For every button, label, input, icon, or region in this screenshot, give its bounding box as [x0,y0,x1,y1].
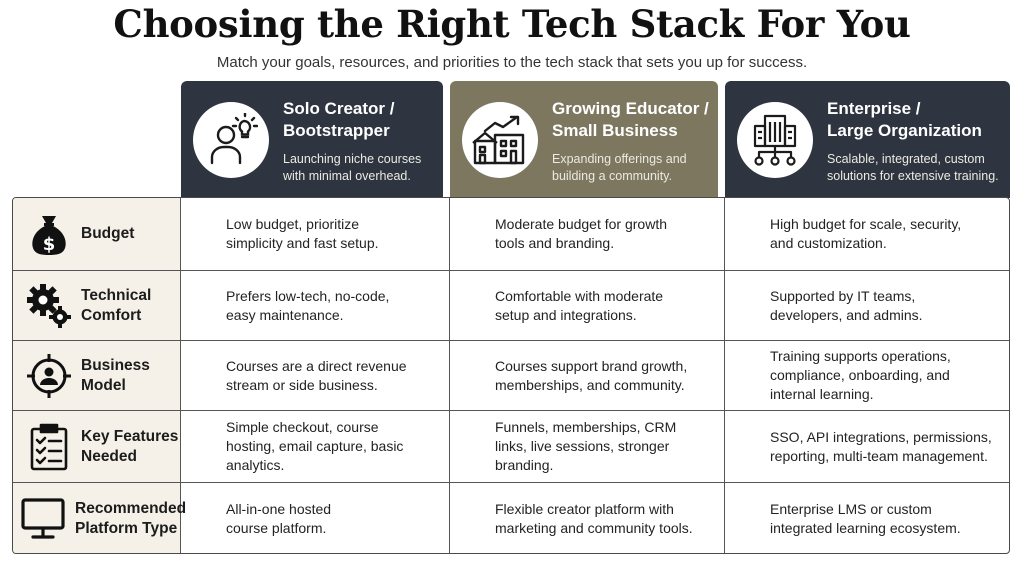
table-cell: Prefers low-tech, no-code, easy maintena… [181,271,450,340]
column-desc-solo: Launching niche courses with minimal ove… [283,152,422,183]
money-bag-icon: $ [25,210,73,258]
page-title: Choosing the Right Tech Stack For You [113,2,911,46]
column-title-enterprise: Enterprise / Large Organization [827,99,982,140]
svg-text:$: $ [43,234,56,255]
row-label-key-features: Key Features Needed [13,411,181,482]
table-cell: Simple checkout, course hosting, email c… [181,411,450,482]
column-title-solo: Solo Creator / Bootstrapper [283,99,395,140]
table-row-business-model: Business Model Courses are a direct reve… [13,340,1009,410]
clipboard-checklist-icon [25,423,73,471]
column-title-growing: Growing Educator / Small Business [552,99,709,140]
gears-icon [25,282,73,330]
table-cell: Enterprise LMS or custom integrated lear… [770,501,961,536]
row-label-text: Key Features Needed [81,427,179,465]
table-cell: Courses support brand growth, membership… [450,341,725,410]
table-cell: SSO, API integrations, permissions, repo… [770,428,992,464]
person-lightbulb-icon [193,102,269,178]
column-header-growing: Growing Educator / Small Business Expand… [450,81,718,198]
table-row-platform-type: Recommended Platform Type All-in-one hos… [13,482,1009,553]
table-cell: Moderate budget for growth tools and bra… [450,198,725,270]
row-label-business-model: Business Model [13,341,181,410]
table-cell: Flexible creator platform with marketing… [450,483,725,553]
comparison-table: $ Budget Low budget, prioritize simplici… [12,197,1010,554]
row-label-text: Business Model [81,356,150,394]
page-subtitle: Match your goals, resources, and priorit… [216,54,808,71]
table-cell: Training supports operations, compliance… [770,348,951,402]
table-cell: All-in-one hosted course platform. [181,483,450,553]
column-desc-growing: Expanding offerings and building a commu… [552,152,687,183]
table-cell: Funnels, memberships, CRM links, live se… [450,411,725,482]
row-label-text: Budget [81,225,135,242]
table-cell: Low budget, prioritize simplicity and fa… [181,198,450,270]
office-tower-network-icon [737,102,813,178]
buildings-growth-icon [462,102,538,178]
column-desc-enterprise: Scalable, integrated, custom solutions f… [827,152,999,183]
row-label-text: Recommended Platform Type [75,500,187,537]
table-cell: High budget for scale, security, and cus… [770,216,962,251]
column-header-enterprise: Enterprise / Large Organization Scalable… [725,81,1010,198]
row-label-technical-comfort: Technical Comfort [13,271,181,340]
row-label-platform-type: Recommended Platform Type [13,483,186,553]
table-cell: Comfortable with moderate setup and inte… [450,271,725,340]
table-cell: Courses are a direct revenue stream or s… [181,341,450,410]
monitor-icon [19,495,67,543]
table-row-key-features: Key Features Needed Simple checkout, cou… [13,410,1009,482]
column-header-solo: Solo Creator / Bootstrapper Launching ni… [181,81,443,198]
row-label-text: Technical Comfort [81,286,152,324]
target-person-icon [25,352,73,400]
table-cell: Supported by IT teams, developers, and a… [770,287,923,323]
row-label-budget: $ Budget [13,198,181,270]
table-row-technical-comfort: Technical Comfort Prefers low-tech, no-c… [13,270,1009,340]
table-row-budget: $ Budget Low budget, prioritize simplici… [13,198,1009,270]
